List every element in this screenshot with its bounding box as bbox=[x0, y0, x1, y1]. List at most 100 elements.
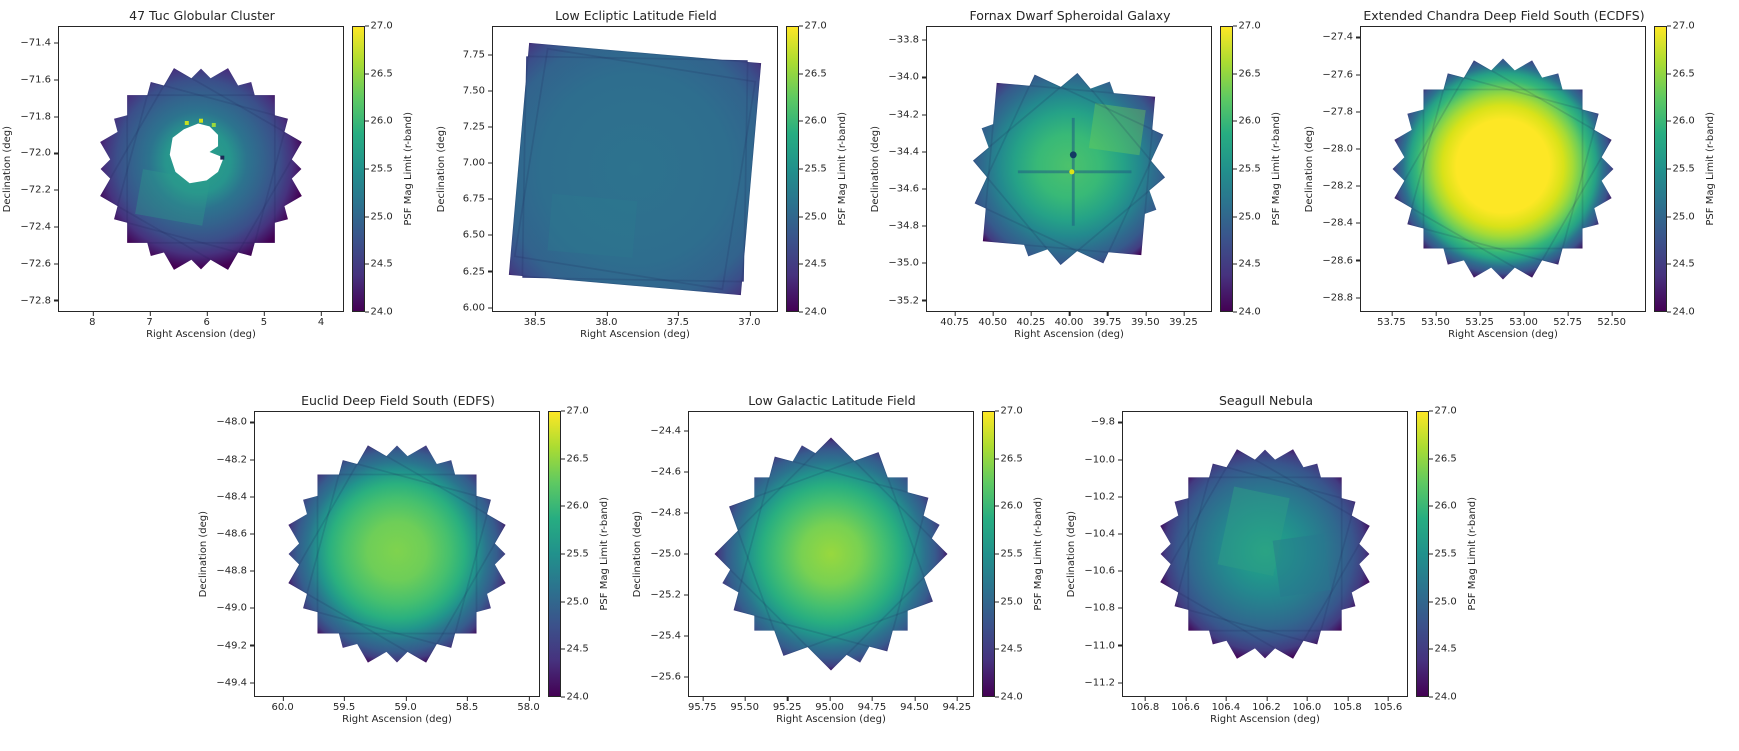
y-tick-label: −71.4 bbox=[20, 38, 58, 49]
colorbar-tick-label: 24.5 bbox=[1429, 644, 1457, 655]
colorbar-tick-label: 25.5 bbox=[1429, 549, 1457, 560]
y-tick-label: −28.6 bbox=[1322, 255, 1360, 266]
x-tick-label: 94.75 bbox=[857, 697, 887, 713]
x-tick-label: 95.75 bbox=[687, 697, 717, 713]
x-tick-label: 37.0 bbox=[738, 312, 761, 328]
y-axis-label-text: Declination (deg) bbox=[197, 510, 209, 598]
y-axis-label-text: Declination (deg) bbox=[869, 125, 881, 213]
colorbar-label: PSF Mag Limit (r-band) bbox=[401, 26, 416, 312]
x-tick-label: 38.0 bbox=[595, 312, 618, 328]
subplot-ecdfs: Extended Chandra Deep Field South (ECDFS… bbox=[1302, 7, 1736, 340]
y-tick-label: −24.6 bbox=[650, 467, 688, 478]
x-tick-label: 40.25 bbox=[1016, 312, 1046, 328]
panel-title: Fornax Dwarf Spheroidal Galaxy bbox=[969, 8, 1171, 23]
y-tick-label: −28.8 bbox=[1322, 292, 1360, 303]
x-axis-ticks: 106.8 106.6 106.4 106.2 106.0 105.8 105.6 bbox=[1122, 697, 1408, 713]
colorbar-tick-label: 26.5 bbox=[1233, 68, 1261, 79]
y-tick-label: −49.0 bbox=[216, 603, 254, 614]
x-tick-label: 53.50 bbox=[1421, 312, 1450, 328]
x-tick-label: 5 bbox=[260, 312, 268, 328]
y-axis-ticks: −24.4 −24.6 −24.8 −25.0 −25.2 −25.4 −25.6 bbox=[644, 411, 688, 697]
y-axis-label: Declination (deg) bbox=[0, 26, 14, 312]
x-tick-label: 39.75 bbox=[1092, 312, 1122, 328]
colorbar-tick-label: 26.5 bbox=[995, 453, 1023, 464]
y-axis-ticks: −33.8 −34.0 −34.2 −34.4 −34.6 −34.8 −35.0 −35.2 bbox=[882, 26, 926, 312]
colorbar-tick-label: 25.0 bbox=[1233, 211, 1261, 222]
x-axis-label: Right Ascension (deg) bbox=[1210, 714, 1320, 725]
x-tick-label: 94.25 bbox=[942, 697, 972, 713]
field-map bbox=[1392, 58, 1614, 280]
colorbar-tick-label: 27.0 bbox=[1233, 21, 1261, 32]
y-tick-label: −28.0 bbox=[1322, 143, 1360, 154]
subplot-seagull: Seagull Nebula Declination (deg) −9.8 −10.0… bbox=[1064, 392, 1498, 725]
y-tick-label: 7.75 bbox=[463, 49, 492, 60]
x-axis-ticks: 95.75 95.50 95.25 95.00 94.75 94.50 94.25 bbox=[688, 697, 974, 713]
colorbar-label-text: PSF Mag Limit (r-band) bbox=[403, 112, 414, 226]
y-tick-label: −48.8 bbox=[216, 566, 254, 577]
x-axis-label: Right Ascension (deg) bbox=[580, 329, 690, 340]
x-tick-label: 39.25 bbox=[1169, 312, 1198, 328]
y-tick-label: −10.2 bbox=[1084, 491, 1122, 502]
y-tick-label: −49.4 bbox=[216, 677, 254, 688]
y-axis-label-text: Declination (deg) bbox=[1, 125, 13, 213]
x-axis-ticks: 40.75 40.50 40.25 40.00 39.75 39.50 39.25 bbox=[926, 312, 1212, 328]
colorbar bbox=[786, 26, 799, 312]
colorbar-tick-label: 24.0 bbox=[365, 307, 393, 318]
panel-title: Low Ecliptic Latitude Field bbox=[555, 8, 717, 23]
colorbar-label-text: PSF Mag Limit (r-band) bbox=[837, 112, 848, 226]
panel-body: Declination (deg) −9.8 −10.0 −10.2 −10.4 −10.… bbox=[1064, 406, 1498, 726]
field-map bbox=[1160, 449, 1370, 659]
y-axis-ticks: 7.75 7.50 7.25 7.00 6.75 6.50 6.25 6.00 bbox=[448, 26, 492, 313]
colorbar-tick-label: 27.0 bbox=[365, 21, 393, 32]
y-tick-label: −10.8 bbox=[1084, 603, 1122, 614]
colorbar-tick-label: 24.0 bbox=[995, 692, 1023, 703]
colorbar-tick-label: 25.5 bbox=[799, 164, 827, 175]
y-tick-label: −28.2 bbox=[1322, 181, 1360, 192]
colorbar-tick-label: 25.0 bbox=[799, 211, 827, 222]
panel-body: Declination (deg) −48.0 −48.2 −48.4 −48.6 −48… bbox=[196, 406, 630, 726]
x-axis-ticks: 38.5 38.0 37.5 37.0 bbox=[492, 312, 778, 328]
y-tick-label: −11.2 bbox=[1084, 677, 1122, 688]
plot-area bbox=[58, 26, 344, 312]
colorbar-tick-label: 27.0 bbox=[561, 406, 589, 417]
plot-column: 60.0 59.5 59.0 58.5 58.0 Right Ascension (deg… bbox=[254, 411, 540, 725]
y-tick-label: 6.25 bbox=[463, 266, 492, 277]
x-tick-label: 106.6 bbox=[1171, 697, 1200, 713]
x-tick-label: 59.0 bbox=[394, 697, 417, 713]
y-axis-label: Declination (deg) bbox=[630, 411, 644, 697]
colorbar-label-text: PSF Mag Limit (r-band) bbox=[599, 497, 610, 611]
plot-area bbox=[492, 26, 778, 312]
panel-body: Declination (deg) 7.75 7.50 7.25 7.00 6.75 6.5… bbox=[434, 21, 868, 341]
y-tick-label: −27.6 bbox=[1322, 69, 1360, 80]
colorbar-tick-label: 26.0 bbox=[1429, 501, 1457, 512]
subplot-row-bottom: Euclid Deep Field South (EDFS) Declinatio… bbox=[0, 392, 1739, 725]
colorbar-label: PSF Mag Limit (r-band) bbox=[1703, 26, 1718, 312]
x-tick-label: 105.6 bbox=[1373, 697, 1403, 713]
y-tick-label: 7.00 bbox=[463, 158, 492, 169]
colorbar-tick-label: 24.5 bbox=[995, 644, 1023, 655]
y-axis-ticks: −9.8 −10.0 −10.2 −10.4 −10.6 −10.8 −11.0 −11.2 bbox=[1078, 411, 1122, 697]
y-tick-label: −72.8 bbox=[20, 295, 58, 306]
y-tick-label: −33.8 bbox=[888, 35, 926, 46]
colorbar-label: PSF Mag Limit (r-band) bbox=[1031, 411, 1046, 697]
colorbar-tick-label: 25.5 bbox=[1667, 164, 1695, 175]
x-tick-label: 52.75 bbox=[1553, 312, 1582, 328]
x-tick-label: 106.4 bbox=[1211, 697, 1241, 713]
colorbar-tick-label: 26.0 bbox=[995, 501, 1023, 512]
y-tick-label: −49.2 bbox=[216, 640, 254, 651]
colorbar-label-text: PSF Mag Limit (r-band) bbox=[1705, 112, 1716, 226]
y-tick-label: −48.6 bbox=[216, 528, 254, 539]
plot-area bbox=[1122, 411, 1408, 697]
colorbar-tick-label: 25.0 bbox=[995, 596, 1023, 607]
y-tick-label: −10.0 bbox=[1084, 454, 1122, 465]
y-tick-label: −25.6 bbox=[650, 671, 688, 682]
colorbar bbox=[548, 411, 561, 697]
y-tick-label: −72.2 bbox=[20, 185, 58, 196]
colorbar-tick-label: 25.5 bbox=[365, 164, 393, 175]
panel-body: Declination (deg) −71.4 −71.6 −71.8 −72.0 −72… bbox=[0, 21, 434, 341]
y-tick-label: −24.4 bbox=[650, 426, 688, 437]
x-tick-label: 106.8 bbox=[1130, 697, 1160, 713]
x-tick-label: 40.50 bbox=[978, 312, 1008, 328]
subplot-low-galactic: Low Galactic Latitude Field Declination (… bbox=[630, 392, 1064, 725]
